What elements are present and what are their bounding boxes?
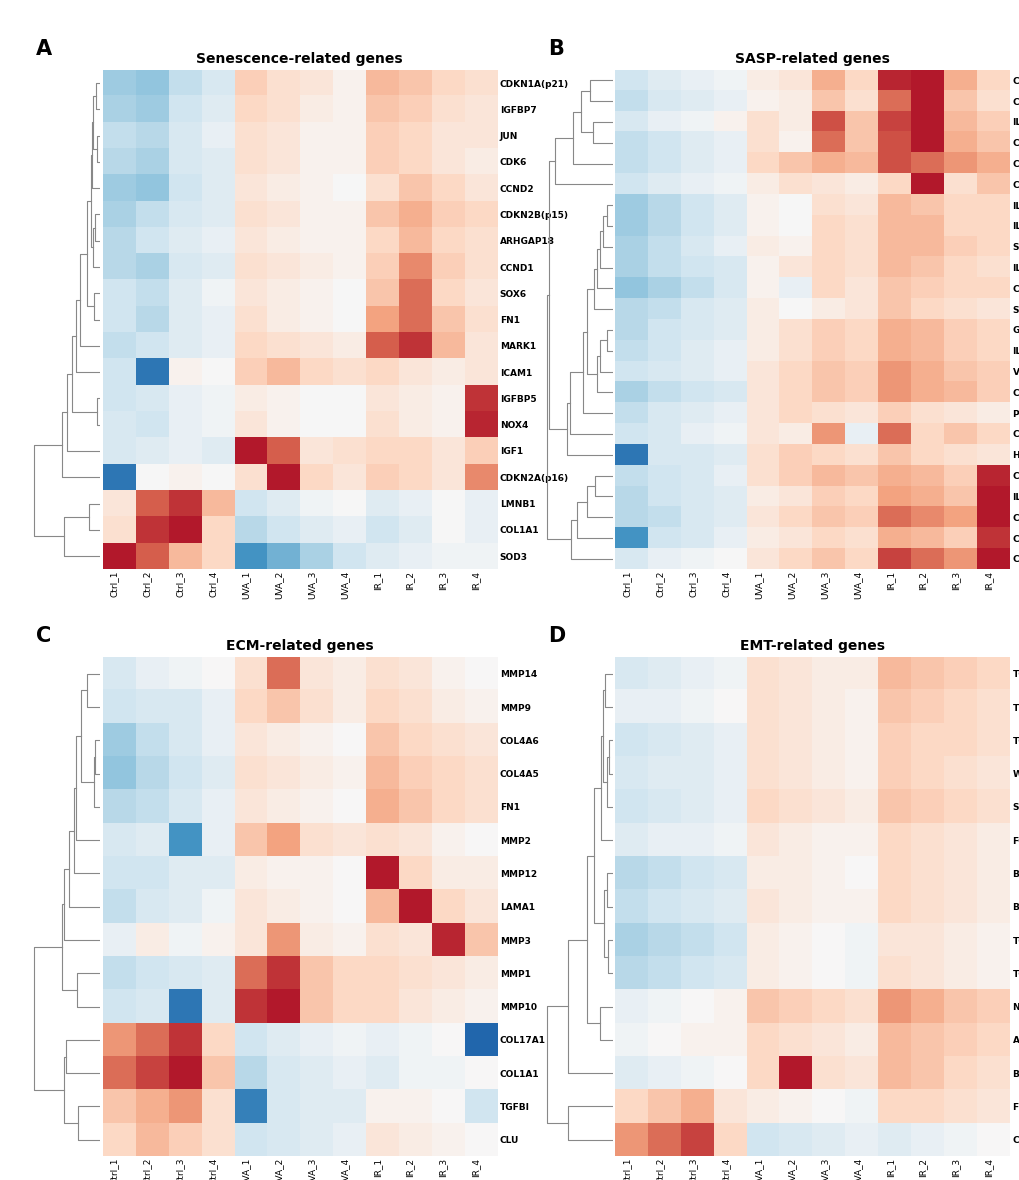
Text: A: A [36,39,52,59]
Title: SASP-related genes: SASP-related genes [735,52,890,66]
Title: Senescence-related genes: Senescence-related genes [197,52,403,66]
Text: C: C [36,627,51,647]
Title: ECM-related genes: ECM-related genes [225,640,373,654]
Text: B: B [548,39,564,59]
Title: EMT-related genes: EMT-related genes [740,640,884,654]
Text: D: D [548,627,566,647]
